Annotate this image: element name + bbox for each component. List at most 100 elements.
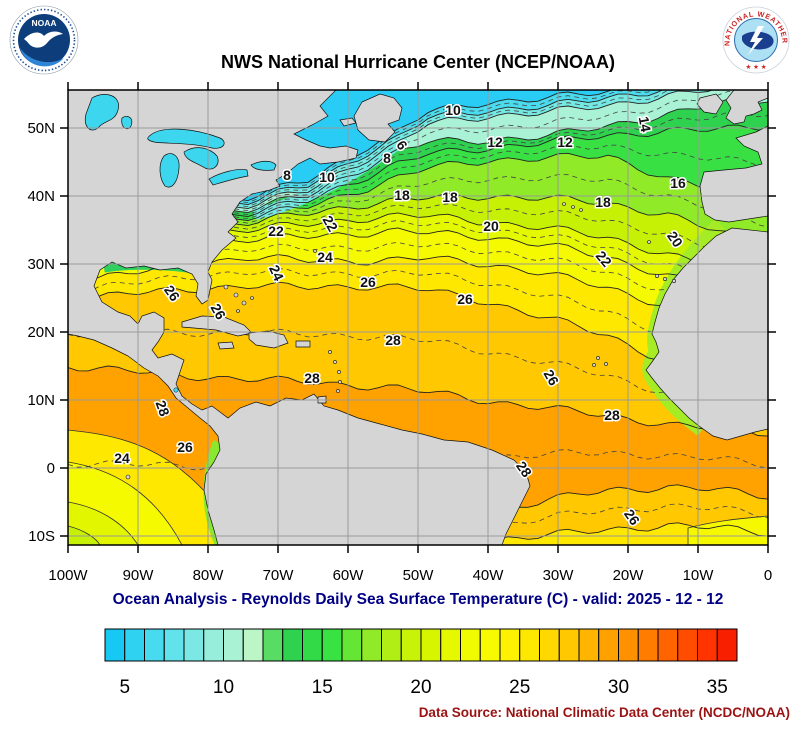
land [181, 315, 253, 337]
colorbar-cell [637, 628, 659, 662]
land [725, 90, 768, 125]
island [671, 279, 676, 284]
colorbar-cell [578, 628, 600, 662]
data-source: Data Source: National Climatic Data Cent… [418, 705, 790, 720]
sst-band [68, 193, 768, 286]
sst-patch [687, 515, 768, 545]
land [645, 227, 768, 441]
island [328, 350, 332, 354]
lake [121, 116, 133, 130]
colorbar-cell [657, 628, 679, 662]
lake [173, 387, 179, 393]
island [654, 274, 659, 279]
coastal-strip [642, 218, 725, 436]
sst-band [68, 227, 768, 342]
sst-band [68, 254, 768, 408]
island [223, 284, 229, 290]
page-title: NWS National Hurricane Center (NCEP/NOAA… [220, 52, 616, 72]
isotherm-dashed-line [68, 328, 768, 422]
colorbar-cell [539, 628, 560, 662]
colorbar-cell [124, 628, 145, 662]
sst-band [68, 98, 768, 230]
noaa-seagull-icon [24, 31, 63, 48]
land [699, 125, 768, 223]
contour-label: 12 [557, 134, 573, 150]
contour-label: 20 [483, 218, 499, 234]
contour-label: 16 [670, 175, 686, 191]
colorbar-cell [400, 628, 422, 662]
x-axis-tick-label: 70W [263, 567, 295, 584]
island [562, 202, 566, 206]
lake [250, 160, 277, 171]
contour-label: 24 [317, 249, 333, 265]
lake [159, 153, 180, 188]
sst-band [432, 522, 768, 545]
lake [147, 128, 225, 149]
colorbar-tick-label: 15 [312, 677, 333, 698]
colorbar-cell [519, 628, 540, 662]
colorbar-cell [262, 628, 284, 662]
noaa-logo-sea [20, 48, 64, 67]
noaa-logo-text: NOAA [31, 18, 56, 28]
lake [183, 147, 219, 170]
colorbar-tick-label: 20 [410, 677, 431, 698]
contour-label: 26 [177, 439, 193, 455]
colorbar-tick-label: 5 [119, 677, 130, 698]
x-axis-tick-label: 50W [403, 567, 435, 584]
lake [84, 94, 119, 131]
noaa-logo: NOAA [9, 5, 79, 75]
contour-label: 22 [268, 223, 284, 239]
colorbar-cell [716, 628, 738, 662]
contour-label: 18 [442, 189, 458, 205]
colorbar-cell [361, 628, 382, 662]
island [337, 370, 341, 374]
colorbar-cell [302, 628, 323, 662]
sst-band [68, 153, 768, 252]
colorbar-cell [242, 628, 264, 662]
island [338, 380, 342, 384]
colorbar-cell [203, 628, 224, 662]
colorbar-tick-label: 10 [213, 677, 234, 698]
colorbar-cell [223, 628, 244, 662]
colorbar-cell [618, 628, 639, 662]
colorbar-cell [420, 628, 442, 662]
colorbar-cell [598, 628, 619, 662]
island [647, 240, 651, 244]
island [333, 360, 337, 364]
island [604, 362, 608, 366]
land [217, 341, 235, 350]
island [236, 309, 240, 313]
sst-band [68, 90, 662, 218]
island [313, 249, 317, 253]
colorbar-cell [104, 628, 126, 662]
island [250, 296, 254, 300]
colorbar-tick-label: 25 [509, 677, 530, 698]
y-axis-tick-label: 40N [27, 188, 55, 205]
island [662, 277, 667, 282]
colorbar-tick-label: 30 [608, 677, 629, 698]
colorbar-cell [677, 628, 698, 662]
contour-label: 18 [595, 194, 611, 210]
x-axis-tick-label: 40W [473, 567, 505, 584]
x-axis-tick-label: 20W [613, 567, 645, 584]
contour-label: 12 [487, 134, 503, 150]
colorbar-cell [697, 628, 718, 662]
colorbar-cell [163, 628, 185, 662]
sst-band [68, 90, 768, 226]
contour-label: 10 [319, 169, 335, 185]
contour-label: 8 [283, 167, 291, 183]
contour-label: 26 [457, 291, 473, 307]
y-axis-tick-label: 10S [28, 528, 55, 545]
contour-label: 8 [383, 150, 391, 166]
map-caption: Ocean Analysis - Reynolds Daily Sea Surf… [112, 591, 724, 608]
colorbar-cell [341, 628, 363, 662]
island [592, 363, 596, 367]
island [579, 208, 583, 212]
colorbar-cell [282, 628, 303, 662]
colorbar-cell [499, 628, 521, 662]
colorbar-cell [321, 628, 343, 662]
x-axis-tick-label: 80W [193, 567, 225, 584]
contour-label: 28 [385, 332, 401, 348]
